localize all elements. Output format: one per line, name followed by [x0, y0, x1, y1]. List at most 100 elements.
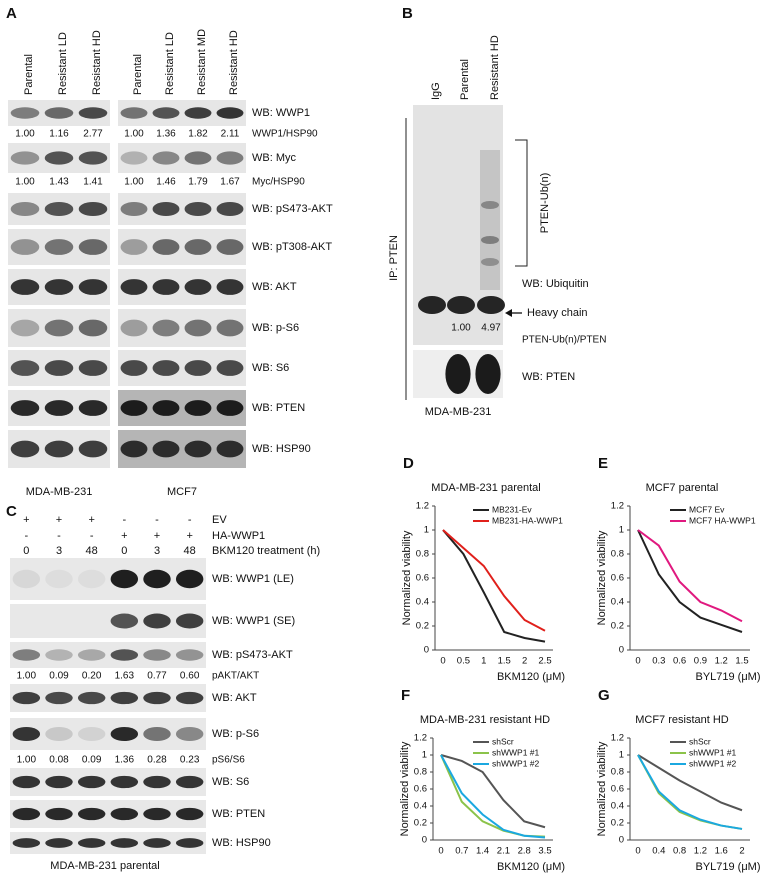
band [216, 400, 244, 416]
row-label: WB: HSP90 [252, 443, 311, 455]
band [184, 239, 212, 255]
legend-label: shWWP1 #2 [689, 758, 737, 768]
band [12, 691, 41, 705]
band [175, 838, 204, 848]
band [184, 360, 212, 376]
chart-title: MDA-MB-231 parental [431, 482, 540, 494]
y-tick-label: 1.2 [611, 501, 624, 512]
band [12, 807, 41, 821]
x-tick-label: 0.7 [455, 846, 468, 857]
row-label: WB: pS473-AKT [252, 203, 333, 215]
row-label: WB: AKT [212, 692, 257, 704]
condition-sign: - [24, 530, 28, 542]
y-tick-label: 0.2 [416, 621, 429, 632]
quant-value: 0.20 [82, 671, 102, 682]
band [12, 569, 41, 589]
condition-sign: + [186, 530, 192, 542]
band [175, 691, 204, 705]
legend-label: MCF7 HA-WWP1 [689, 515, 756, 525]
blot [10, 642, 206, 668]
chart-title: MDA-MB-231 resistant HD [420, 714, 550, 726]
band [216, 201, 244, 217]
band [45, 569, 73, 589]
x-tick-label: 0.4 [652, 846, 665, 857]
x-tick-label: 0.6 [673, 656, 686, 667]
quant-value: 1.00 [17, 755, 37, 766]
time-label: 3 [56, 545, 62, 557]
band [10, 360, 40, 376]
x-tick-label: 0 [438, 846, 443, 857]
band [44, 279, 74, 295]
band [77, 649, 106, 661]
y-tick-label: 0.4 [416, 597, 429, 608]
x-axis-label: BYL719 (μM) [695, 861, 760, 873]
band [110, 569, 139, 589]
quant-label: WWP1/HSP90 [252, 129, 318, 140]
band [152, 151, 180, 165]
quant-value: 0.08 [49, 755, 69, 766]
quant-value: 1.00 [124, 129, 144, 140]
row-label: WB: WWP1 [252, 107, 310, 119]
y-tick-label: 0.4 [611, 597, 624, 608]
quant-value: 1.46 [156, 177, 176, 188]
row-label: WB: WWP1 (LE) [212, 573, 294, 585]
quant-value: 0.60 [180, 671, 200, 682]
series-line [440, 754, 546, 839]
treatment-label: BKM120 treatment (h) [212, 545, 320, 557]
condition-sign: - [122, 514, 126, 526]
band [184, 440, 212, 458]
band [78, 400, 108, 416]
series-line [637, 754, 743, 812]
series-line [637, 754, 743, 830]
band [77, 775, 106, 789]
chart-title: MCF7 resistant HD [635, 714, 729, 726]
condition-sign: + [154, 530, 160, 542]
panel-label: E [598, 455, 608, 472]
quant-value: 0.77 [147, 671, 167, 682]
band [152, 107, 180, 119]
band [143, 613, 171, 629]
x-axis-label: BYL719 (μM) [695, 671, 760, 683]
band [481, 201, 499, 209]
quant-label: pS6/S6 [212, 755, 245, 766]
band [184, 319, 212, 337]
quant-value: 1.00 [15, 129, 35, 140]
x-tick-label: 0 [635, 846, 640, 857]
band [12, 726, 41, 742]
band [120, 107, 148, 119]
band [120, 440, 148, 458]
y-tick-label: 0.4 [414, 801, 427, 812]
band [44, 360, 74, 376]
condition-sign: + [121, 530, 127, 542]
quant-value: 0.28 [147, 755, 167, 766]
legend-label: shScr [689, 736, 711, 746]
cell-line: MDA-MB-231 parental [50, 860, 159, 872]
y-tick-label: 0.8 [611, 549, 624, 560]
band [120, 239, 148, 255]
lane-header: Resistant LD [164, 32, 176, 95]
band [12, 775, 41, 789]
band [475, 354, 501, 394]
band [44, 201, 74, 217]
band [143, 649, 171, 661]
time-label: 0 [121, 545, 127, 557]
y-tick-label: 0 [422, 835, 427, 846]
row-label: WB: Ubiquitin [522, 278, 589, 290]
band [45, 691, 73, 705]
y-axis-label: Normalized viability [399, 741, 411, 836]
x-axis-label: BKM120 (μM) [497, 671, 565, 683]
blot [10, 832, 206, 854]
y-tick-label: 1.2 [611, 733, 624, 744]
cell-line: MDA-MB-231 [26, 486, 93, 498]
band [216, 279, 244, 295]
band [152, 201, 180, 217]
lane-header: Resistant HD [228, 30, 240, 95]
band [216, 440, 244, 458]
legend-label: shWWP1 #1 [689, 747, 737, 757]
band [152, 319, 180, 337]
band [12, 649, 41, 661]
band [477, 296, 505, 314]
band [10, 319, 40, 337]
band [120, 279, 148, 295]
ip-label: IP: PTEN [388, 235, 400, 281]
